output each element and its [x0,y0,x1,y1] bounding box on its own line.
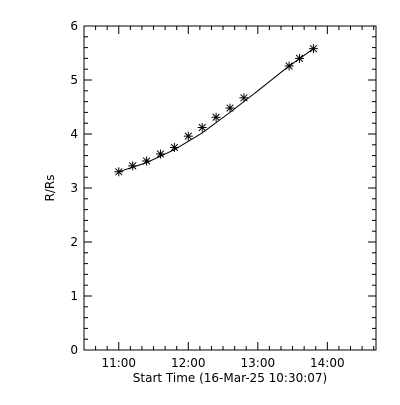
data-points [114,44,318,177]
data-point [183,131,193,141]
y-tick-label: 2 [70,235,78,249]
data-point [225,103,235,113]
x-axis-ticks: 11:00 12:00 13:00 14:00 [83,26,375,370]
y-tick-label: 0 [70,343,78,357]
y-tick-label: 1 [70,289,78,303]
plot-frame [83,25,377,351]
data-point [128,161,138,171]
data-point [197,123,207,133]
y-axis-label: R/Rs [43,175,57,202]
x-axis-label: Start Time (16-Mar-25 10:30:07) [133,371,327,385]
x-tick-label: 12:00 [171,356,206,370]
data-point [308,44,318,54]
x-tick-label: 14:00 [310,356,345,370]
data-point [284,61,294,71]
data-point [142,156,152,166]
y-tick-label: 5 [70,73,78,87]
y-tick-label: 6 [70,19,78,33]
y-tick-label: 3 [70,181,78,195]
data-point [169,143,179,152]
y-axis-ticks: 0 1 2 3 4 5 6 [70,19,376,357]
data-point [295,53,305,63]
fit-line [118,48,314,173]
data-point [211,112,221,122]
data-point [155,149,165,159]
data-point [239,93,249,103]
y-tick-label: 4 [70,127,78,141]
data-point [114,167,124,177]
x-tick-label: 13:00 [241,356,276,370]
x-tick-label: 11:00 [101,356,136,370]
